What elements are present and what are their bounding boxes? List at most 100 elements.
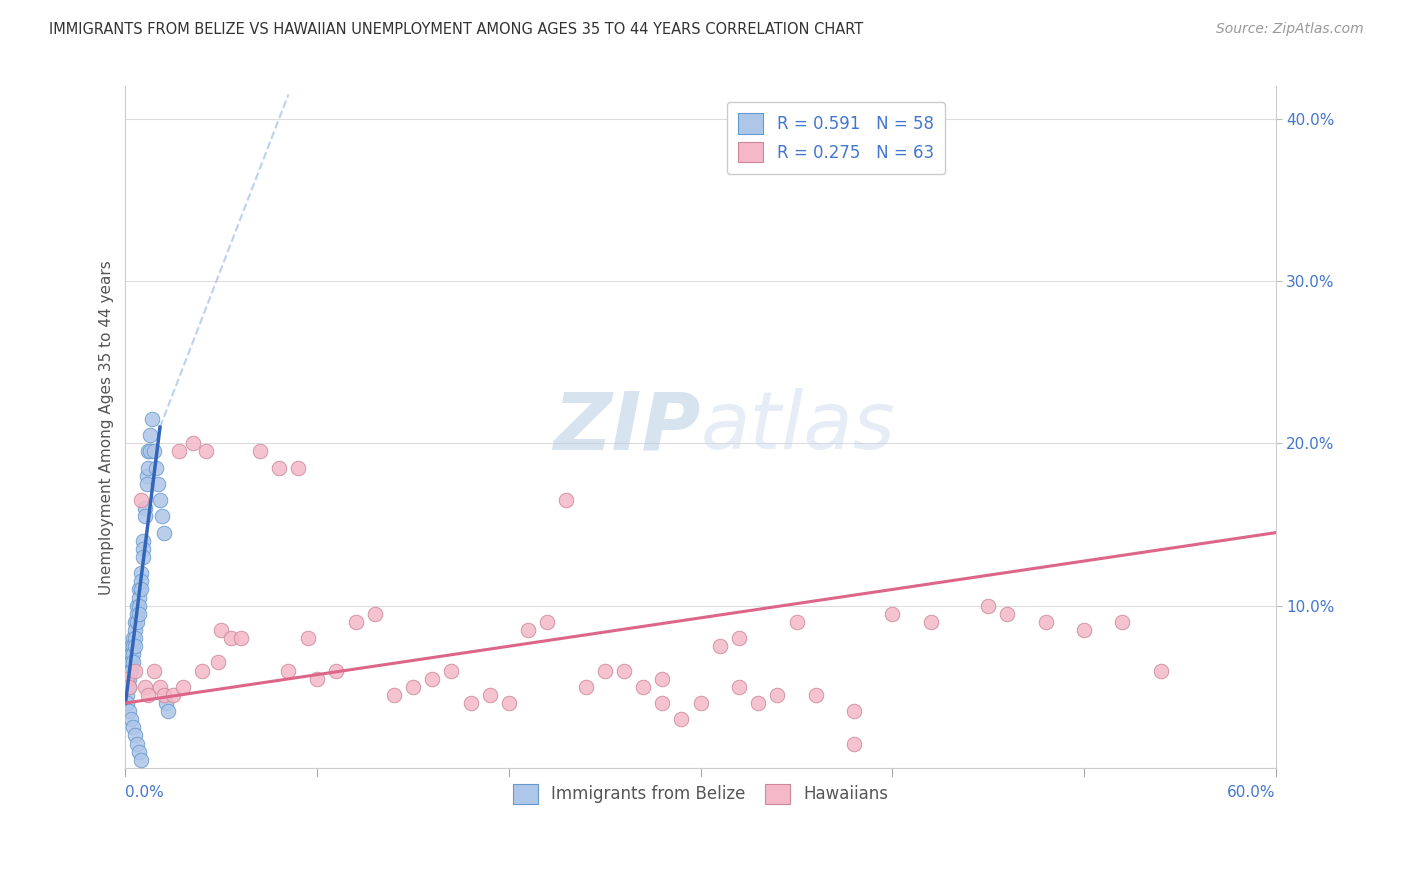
Point <box>786 615 808 629</box>
Point <box>977 599 1000 613</box>
Point <box>128 745 150 759</box>
Point <box>267 460 290 475</box>
Point <box>162 688 184 702</box>
Point <box>117 672 139 686</box>
Point <box>135 468 157 483</box>
Point <box>118 680 141 694</box>
Point <box>156 704 179 718</box>
Point <box>141 412 163 426</box>
Point <box>128 582 150 597</box>
Point <box>689 696 711 710</box>
Point <box>575 680 598 694</box>
Point <box>124 639 146 653</box>
Point <box>125 599 148 613</box>
Point <box>287 460 309 475</box>
Point <box>195 444 218 458</box>
Point <box>135 477 157 491</box>
Point <box>478 688 501 702</box>
Point <box>631 680 654 694</box>
Point <box>651 672 673 686</box>
Point <box>118 672 141 686</box>
Point <box>129 493 152 508</box>
Text: ZIP: ZIP <box>554 388 700 467</box>
Point <box>613 664 636 678</box>
Point <box>172 680 194 694</box>
Point <box>139 428 162 442</box>
Point <box>149 680 172 694</box>
Text: IMMIGRANTS FROM BELIZE VS HAWAIIAN UNEMPLOYMENT AMONG AGES 35 TO 44 YEARS CORREL: IMMIGRANTS FROM BELIZE VS HAWAIIAN UNEMP… <box>49 22 863 37</box>
Point <box>536 615 558 629</box>
Point <box>728 680 751 694</box>
Point <box>209 623 232 637</box>
Text: atlas: atlas <box>700 388 896 467</box>
Point <box>117 672 139 686</box>
Point <box>128 599 150 613</box>
Point <box>325 664 347 678</box>
Point <box>122 656 145 670</box>
Point <box>146 477 169 491</box>
Point <box>1035 615 1057 629</box>
Point <box>129 753 152 767</box>
Text: Source: ZipAtlas.com: Source: ZipAtlas.com <box>1216 22 1364 37</box>
Point <box>132 533 155 548</box>
Point <box>920 615 942 629</box>
Point <box>804 688 827 702</box>
Point <box>143 664 166 678</box>
Point <box>219 631 242 645</box>
Point <box>593 664 616 678</box>
Point <box>124 615 146 629</box>
Point <box>149 493 172 508</box>
Point <box>122 631 145 645</box>
Y-axis label: Unemployment Among Ages 35 to 44 years: Unemployment Among Ages 35 to 44 years <box>100 260 114 595</box>
Point <box>517 623 540 637</box>
Point <box>671 712 693 726</box>
Point <box>997 607 1019 621</box>
Point <box>125 737 148 751</box>
Point <box>139 444 162 458</box>
Point <box>145 460 167 475</box>
Point <box>120 648 142 662</box>
Point <box>117 680 139 694</box>
Point <box>134 680 156 694</box>
Point <box>117 688 139 702</box>
Point <box>402 680 425 694</box>
Point <box>118 680 141 694</box>
Point <box>153 525 176 540</box>
Point <box>1150 664 1173 678</box>
Point <box>129 566 152 581</box>
Point <box>138 460 160 475</box>
Point <box>382 688 405 702</box>
Point <box>882 607 904 621</box>
Text: 60.0%: 60.0% <box>1227 785 1275 800</box>
Point <box>155 696 177 710</box>
Point <box>181 436 204 450</box>
Point <box>229 631 252 645</box>
Text: 0.0%: 0.0% <box>125 785 165 800</box>
Point <box>167 444 190 458</box>
Point <box>277 664 299 678</box>
Point <box>117 664 139 678</box>
Point <box>249 444 271 458</box>
Point <box>124 729 146 743</box>
Point <box>420 672 443 686</box>
Point <box>125 615 148 629</box>
Point <box>129 582 152 597</box>
Point <box>120 656 142 670</box>
Point <box>1111 615 1133 629</box>
Point <box>120 712 142 726</box>
Point <box>120 664 142 678</box>
Point <box>842 704 865 718</box>
Point <box>124 664 146 678</box>
Point <box>120 639 142 653</box>
Point <box>122 648 145 662</box>
Point <box>150 509 173 524</box>
Point <box>191 664 214 678</box>
Point <box>132 549 155 564</box>
Point <box>307 672 329 686</box>
Legend: Immigrants from Belize, Hawaiians: Immigrants from Belize, Hawaiians <box>502 773 898 814</box>
Point <box>709 639 731 653</box>
Point <box>124 631 146 645</box>
Point <box>128 591 150 605</box>
Point <box>766 688 789 702</box>
Point <box>747 696 769 710</box>
